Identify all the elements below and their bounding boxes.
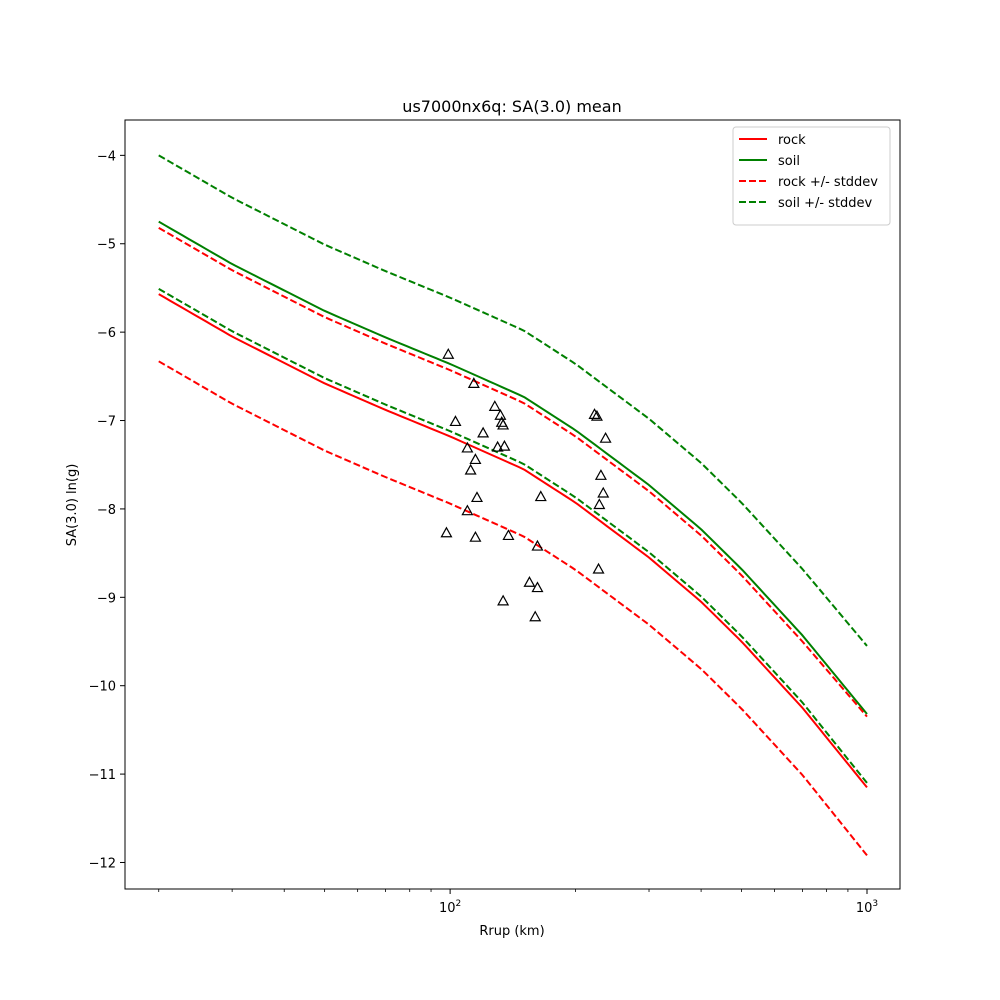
y-tick-label: −11 bbox=[89, 768, 116, 783]
data-point bbox=[494, 408, 507, 420]
data-point bbox=[469, 530, 482, 542]
y-tick-label: −12 bbox=[89, 856, 116, 871]
data-point bbox=[594, 469, 607, 480]
data-point bbox=[498, 439, 511, 451]
data-point bbox=[470, 491, 484, 503]
data-point bbox=[467, 377, 480, 389]
data-point bbox=[523, 576, 536, 587]
data-point bbox=[497, 594, 510, 606]
y-tick-label: −5 bbox=[97, 238, 116, 253]
data-point bbox=[497, 418, 510, 430]
y-tick-label: −6 bbox=[97, 326, 116, 341]
data-point bbox=[469, 453, 482, 465]
data-point bbox=[440, 526, 453, 538]
x-axis-title: Rrup (km) bbox=[479, 924, 544, 939]
data-point bbox=[590, 409, 603, 421]
series-line-4 bbox=[158, 154, 868, 647]
plot-area bbox=[158, 154, 868, 857]
data-point bbox=[531, 581, 544, 593]
x-tick-label: 102 bbox=[439, 899, 461, 916]
legend: rock soil rock +/- stddev soil +/- stddev bbox=[732, 126, 891, 226]
chart-title: us7000nx6q: SA(3.0) mean bbox=[402, 97, 621, 116]
series-line-1 bbox=[158, 220, 868, 715]
legend-label: rock +/- stddev bbox=[778, 175, 878, 190]
series-line-5 bbox=[158, 287, 868, 784]
data-point bbox=[593, 498, 606, 510]
legend-label: soil +/- stddev bbox=[778, 196, 873, 211]
data-point bbox=[442, 348, 455, 359]
data-point bbox=[461, 504, 474, 516]
data-point bbox=[461, 441, 474, 453]
y-tick-label: −4 bbox=[97, 149, 116, 164]
data-point bbox=[588, 408, 601, 419]
data-point bbox=[464, 463, 477, 475]
y-tick-label: −7 bbox=[97, 415, 116, 430]
series-line-3 bbox=[158, 360, 868, 857]
data-point bbox=[531, 539, 544, 551]
data-point bbox=[592, 562, 605, 574]
legend-label: rock bbox=[778, 133, 806, 148]
data-point bbox=[491, 440, 504, 452]
data-point bbox=[477, 426, 490, 438]
data-point bbox=[449, 415, 462, 427]
y-tick-label: −10 bbox=[89, 680, 116, 695]
data-point bbox=[597, 486, 610, 498]
data-point bbox=[599, 431, 612, 443]
y-axis-title: SA(3.0) ln(g) bbox=[65, 464, 80, 547]
axes: −4 −5 −6 −7 −8 −9 −10 −11 −12 102 103 bbox=[89, 149, 879, 916]
data-point bbox=[502, 529, 515, 541]
series-line-2 bbox=[158, 226, 868, 718]
data-point bbox=[529, 610, 542, 622]
y-tick-label: −9 bbox=[97, 591, 116, 606]
x-tick-label: 103 bbox=[856, 899, 878, 916]
data-point bbox=[488, 400, 501, 411]
legend-label: soil bbox=[778, 154, 800, 169]
plot-frame bbox=[124, 119, 901, 890]
legend-box bbox=[732, 126, 891, 226]
data-point bbox=[534, 490, 547, 502]
series-line-0 bbox=[158, 293, 868, 788]
y-tick-label: −8 bbox=[97, 503, 116, 518]
